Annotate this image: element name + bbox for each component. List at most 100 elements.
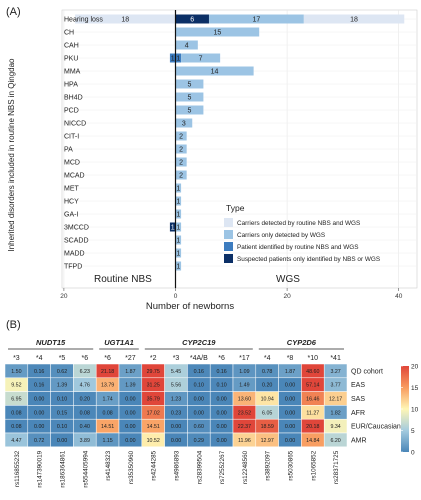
heatmap-cell-value: 0.00 xyxy=(171,438,181,444)
rsid-label: rs4148323 xyxy=(105,450,112,480)
rsid-label: rs4244285 xyxy=(151,450,158,480)
heatmap-cell-value: 0.16 xyxy=(194,369,204,375)
bar-value-label: 1 xyxy=(176,198,180,205)
heatmap-cell-value: 0.00 xyxy=(194,410,204,416)
heatmap-cell-value: 0.00 xyxy=(216,424,226,430)
heatmap-cell-value: 57.14 xyxy=(306,383,319,389)
bar-value-label: 1 xyxy=(176,263,180,270)
category-label: CIT-I xyxy=(64,134,79,141)
legend-swatch-carriers-wgs-only xyxy=(224,230,233,239)
heatmap-cell-value: 0.00 xyxy=(285,383,295,389)
heatmap-cell-value: 1.74 xyxy=(102,397,112,403)
legend: Type Carriers detected by routine NBS an… xyxy=(224,203,380,263)
bar-value-label: 17 xyxy=(253,16,261,23)
bar-value-label: 18 xyxy=(350,16,358,23)
allele-label: *4 xyxy=(36,355,43,362)
heatmap-cell-value: 0.78 xyxy=(262,369,272,375)
heatmap-cell xyxy=(323,432,348,448)
bar-segment xyxy=(175,131,187,141)
x-axis-title: Number of newborns xyxy=(146,301,234,312)
rsid-label: rs5030865 xyxy=(288,450,295,480)
bar-segment xyxy=(175,40,198,50)
heatmap-cell-value: 29.75 xyxy=(147,369,160,375)
heatmap-cell-value: 0.00 xyxy=(57,438,67,444)
bar-segment xyxy=(303,14,405,24)
bar-segment xyxy=(169,53,176,63)
rsid-label: rs35350960 xyxy=(128,450,135,484)
colorbar-tick-label: 0 xyxy=(411,449,415,456)
legend-swatch-patient-nbs-wgs xyxy=(224,242,233,251)
heatmap-cell-value: 0.00 xyxy=(285,410,295,416)
colorbar-tick-label: 20 xyxy=(411,363,419,370)
category-label: BH4D xyxy=(64,95,83,102)
heatmap-cell-value: 0.00 xyxy=(125,424,135,430)
rsid-label: rs3892097 xyxy=(265,450,272,480)
heatmap-cell-value: 6.20 xyxy=(330,438,340,444)
heatmap-cell-value: 5.45 xyxy=(171,369,181,375)
heatmap-cell-value: 0.10 xyxy=(216,383,226,389)
heatmap-cell-value: 3.77 xyxy=(330,383,340,389)
heatmap-cell-value: 1.15 xyxy=(102,438,112,444)
heatmap-cell-value: 1.23 xyxy=(171,397,181,403)
category-label: MCAD xyxy=(64,173,85,180)
category-label: MCD xyxy=(64,160,80,167)
allele-label: *41 xyxy=(330,355,341,362)
bar-value-label: 18 xyxy=(121,16,129,23)
heatmap-cell-value: 12.97 xyxy=(261,438,274,444)
heatmap-cell-value: 0.62 xyxy=(57,369,67,375)
category-label: CAH xyxy=(64,43,79,50)
category-label: MADD xyxy=(64,251,85,258)
heatmap-cell-value: 0.00 xyxy=(285,424,295,430)
heatmap-cell-value: 1.39 xyxy=(125,383,135,389)
allele-label: *6 xyxy=(218,355,225,362)
bar-value-label: 14 xyxy=(211,68,219,75)
category-label: 3MCCD xyxy=(64,225,89,232)
heatmap-cell-value: 6.95 xyxy=(11,397,21,403)
legend-title: Type xyxy=(226,203,245,213)
bar-segment xyxy=(175,144,187,154)
allele-label: *4A/B xyxy=(190,355,208,362)
bar-value-label: 1 xyxy=(176,55,180,62)
heatmap-cell-value: 0.00 xyxy=(216,410,226,416)
panel-a-label: (A) xyxy=(6,6,21,18)
x-axis-ticks: 20 0 20 40 xyxy=(60,288,403,300)
heatmap-cell-value: 11.96 xyxy=(238,438,251,444)
heatmap-cell-value: 1.09 xyxy=(239,369,249,375)
heatmap-cell-value: 0.00 xyxy=(34,410,44,416)
bar-segment xyxy=(75,14,176,24)
bar-value-label: 15 xyxy=(213,29,221,36)
legend-label-carriers-nbs-wgs: Carriers detected by routine NBS and WGS xyxy=(237,220,360,227)
bar-value-label: 6 xyxy=(190,16,194,23)
bar-value-label: 1 xyxy=(176,185,180,192)
grid-panel-a xyxy=(62,10,417,288)
allele-label: *17 xyxy=(239,355,250,362)
legend-label-suspected: Suspected patients only identified by NB… xyxy=(237,256,380,263)
heatmap-cell-value: 0.00 xyxy=(125,410,135,416)
bar-segment xyxy=(175,14,209,24)
heatmap-cell-value: 0.00 xyxy=(125,397,135,403)
allele-label: *27 xyxy=(125,355,136,362)
bar-value-label: 1 xyxy=(176,211,180,218)
heatmap-cell-value: 1.87 xyxy=(125,369,135,375)
heatmap-cell-value: 22.37 xyxy=(238,424,251,430)
heatmap-cell-value: 0.60 xyxy=(194,424,204,430)
gene-label: NUDT15 xyxy=(36,338,66,347)
heatmap-cell-value: 0.00 xyxy=(285,438,295,444)
legend-swatch-carriers-nbs-wgs xyxy=(224,218,233,227)
gene-label: CYP2C19 xyxy=(182,338,216,347)
category-label: MMA xyxy=(64,69,81,76)
bar-segment xyxy=(175,183,182,193)
bar-segment xyxy=(175,79,204,89)
bar-value-label: 2 xyxy=(179,159,183,166)
colorbar-tick-label: 10 xyxy=(411,406,419,413)
x-tick-label: 0 xyxy=(174,293,178,300)
heatmap-cell-value: 0.00 xyxy=(125,438,135,444)
bar-segment xyxy=(175,261,182,271)
bar-segment xyxy=(175,222,182,232)
heatmap-cell-value: 0.40 xyxy=(80,424,90,430)
bar-segment xyxy=(175,53,182,63)
allele-label: *8 xyxy=(287,355,294,362)
heatmap-cell-value: 10.94 xyxy=(261,397,274,403)
heatmap-cell-value: 0.08 xyxy=(11,424,21,430)
